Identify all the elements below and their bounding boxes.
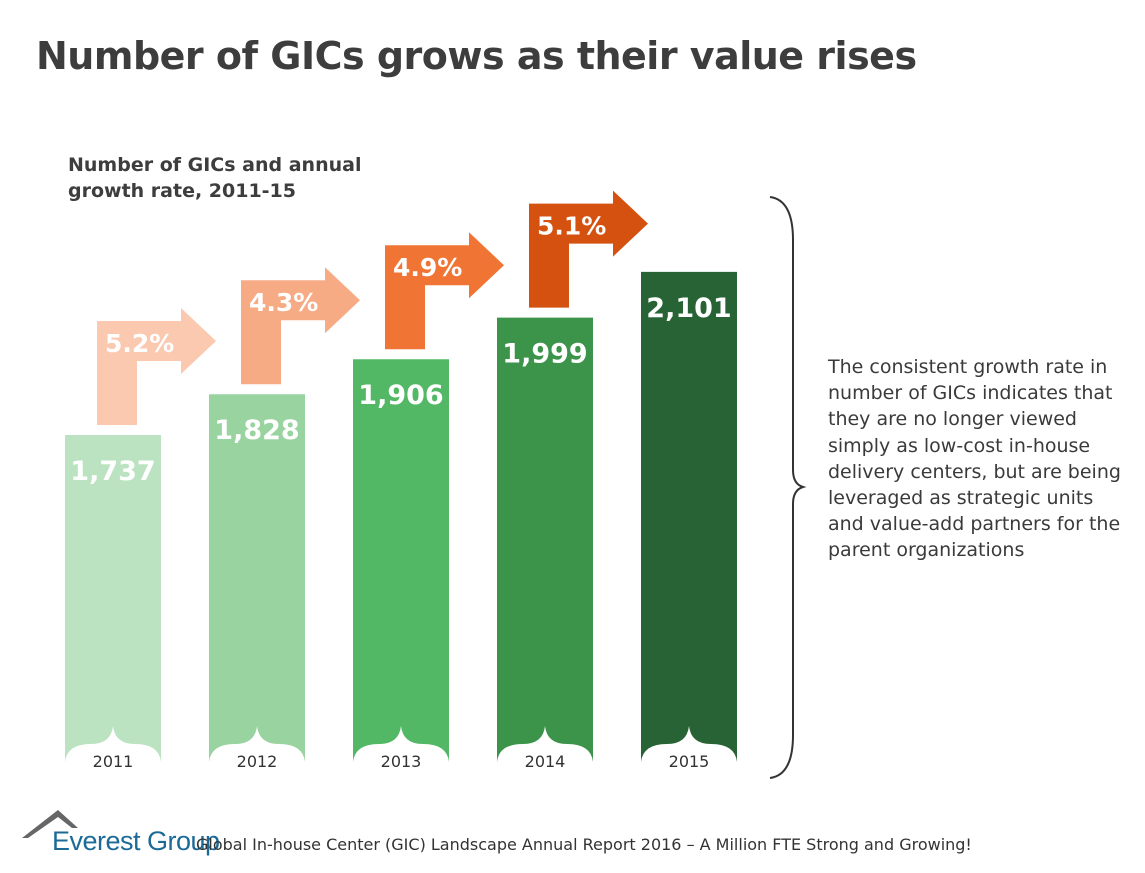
bar-2014 bbox=[497, 317, 593, 762]
footer: Everest Group Global In-house Center (GI… bbox=[20, 808, 1140, 868]
bar-2012 bbox=[209, 394, 305, 762]
bar-2013 bbox=[353, 359, 449, 762]
growth-rate-label-1: 5.2% bbox=[105, 329, 174, 358]
page-title: Number of GICs grows as their value rise… bbox=[36, 34, 917, 78]
growth-arrow-3 bbox=[385, 232, 504, 350]
everest-logo-mountain-icon bbox=[22, 810, 78, 838]
bar-2011 bbox=[65, 434, 161, 762]
chart-title: Number of GICs and annual growth rate, 2… bbox=[68, 154, 362, 202]
brand-logo-text: Everest Group bbox=[52, 826, 220, 856]
annotation-note: The consistent growth rate in number of … bbox=[828, 356, 1121, 562]
value-label-2011: 1,737 bbox=[70, 456, 155, 487]
category-label-2011: 2011 bbox=[93, 752, 134, 771]
category-label-2014: 2014 bbox=[525, 752, 566, 771]
value-label-2015: 2,101 bbox=[646, 293, 731, 324]
curly-brace bbox=[769, 196, 807, 779]
category-label-2013: 2013 bbox=[381, 752, 422, 771]
value-label-2013: 1,906 bbox=[358, 380, 443, 411]
growth-arrow-4 bbox=[529, 190, 648, 308]
value-label-2014: 1,999 bbox=[502, 339, 587, 370]
growth-arrow-2 bbox=[241, 267, 360, 385]
category-label-2015: 2015 bbox=[669, 752, 710, 771]
bar-2015 bbox=[641, 271, 737, 762]
value-label-2012: 1,828 bbox=[214, 415, 299, 446]
growth-rate-label-2: 4.3% bbox=[249, 288, 318, 317]
source-text: Global In-house Center (GIC) Landscape A… bbox=[196, 835, 972, 854]
category-label-2012: 2012 bbox=[237, 752, 278, 771]
growth-rate-label-4: 5.1% bbox=[537, 212, 606, 241]
growth-rate-label-3: 4.9% bbox=[393, 253, 462, 282]
growth-arrow-1 bbox=[97, 307, 216, 425]
